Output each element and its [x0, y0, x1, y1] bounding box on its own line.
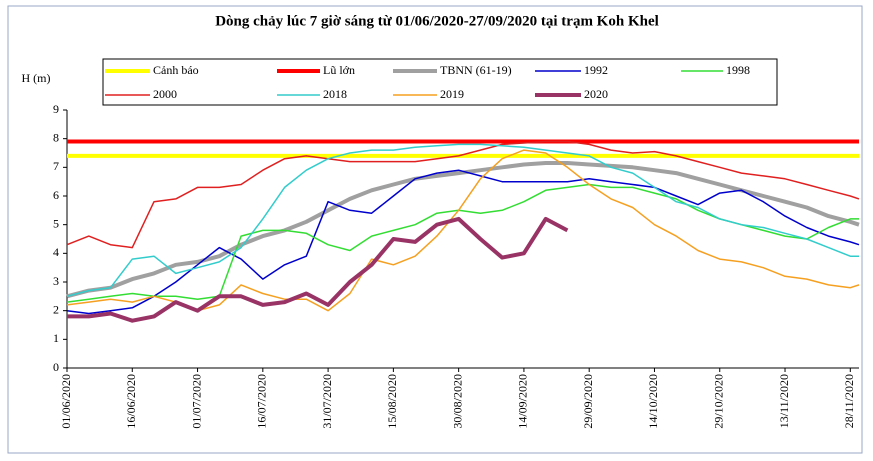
x-tick-label: 01/06/2020	[59, 374, 73, 429]
y-tick-label: 4	[53, 245, 59, 259]
legend-label: Cảnh báo	[153, 63, 199, 77]
x-tick-label: 13/11/2020	[777, 374, 791, 428]
y-tick-label: 1	[53, 331, 59, 345]
series-line	[66, 140, 860, 249]
x-tick-label: 29/09/2020	[581, 374, 595, 429]
legend-box	[102, 58, 778, 106]
y-tick-label: 2	[53, 302, 59, 316]
legend-label: 1998	[726, 63, 750, 77]
x-tick-label: 14/10/2020	[646, 374, 660, 429]
chart-title: Dòng chảy lúc 7 giờ sáng từ 01/06/2020-2…	[215, 13, 659, 29]
y-axis-label: H (m)	[22, 71, 51, 85]
legend-label: 2000	[153, 87, 177, 101]
x-tick-label: 28/11/2020	[842, 374, 856, 428]
y-tick-label: 5	[53, 216, 59, 230]
x-tick-label: 01/07/2020	[189, 374, 203, 429]
x-tick-label: 14/09/2020	[516, 374, 530, 429]
legend-label: TBNN (61-19)	[440, 63, 512, 77]
x-tick-label: 29/10/2020	[711, 374, 725, 429]
y-tick-label: 7	[53, 159, 59, 173]
legend-label: 2020	[584, 87, 608, 101]
x-tick-label: 16/06/2020	[124, 374, 138, 429]
x-tick-label: 15/08/2020	[385, 374, 399, 429]
legend-label: 1992	[584, 63, 608, 77]
series-line	[66, 169, 860, 315]
y-tick-label: 6	[53, 188, 59, 202]
series-line	[66, 161, 860, 299]
series-line	[67, 216, 569, 323]
x-tick-label: 31/07/2020	[320, 374, 334, 429]
y-tick-label: 9	[53, 102, 59, 116]
legend-label: 2019	[440, 87, 464, 101]
y-tick-label: 0	[53, 360, 59, 374]
series-line	[66, 143, 859, 298]
legend-label: 2018	[323, 87, 347, 101]
y-tick-label: 3	[53, 274, 59, 288]
x-tick-label: 16/07/2020	[255, 374, 269, 429]
y-tick-label: 8	[53, 130, 59, 144]
x-tick-label: 30/08/2020	[450, 374, 464, 429]
legend-label: Lũ lớn	[323, 63, 355, 77]
